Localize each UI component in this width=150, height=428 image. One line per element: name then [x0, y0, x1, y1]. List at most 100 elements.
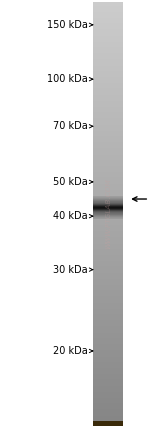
Bar [93, 210, 123, 211]
Bar [93, 321, 123, 323]
Bar [93, 307, 123, 309]
Bar [93, 2, 123, 3]
Bar [93, 42, 123, 43]
Bar [93, 114, 123, 115]
Bar [93, 126, 123, 128]
Bar [93, 391, 123, 392]
Bar [93, 422, 123, 423]
Bar [93, 324, 123, 326]
Bar [93, 98, 123, 100]
Bar [93, 268, 123, 269]
Bar [93, 358, 123, 360]
Bar [93, 45, 123, 46]
Bar [93, 214, 123, 215]
Bar [93, 412, 123, 413]
Bar [93, 232, 123, 234]
Bar [93, 313, 123, 314]
Bar [93, 204, 123, 205]
Bar [93, 46, 123, 48]
Bar [93, 207, 123, 208]
Bar [93, 179, 123, 180]
Bar [93, 231, 123, 232]
Bar [93, 129, 123, 131]
Bar [93, 365, 123, 366]
Bar [93, 138, 123, 139]
Bar [93, 282, 123, 283]
Bar [93, 306, 123, 307]
Bar [93, 348, 123, 350]
Bar [93, 241, 123, 242]
Bar [93, 13, 123, 15]
Bar [93, 110, 123, 111]
Bar [93, 172, 123, 173]
Bar [93, 116, 123, 118]
Bar [93, 253, 123, 255]
Bar [93, 371, 123, 372]
Bar [93, 107, 123, 108]
Bar [93, 175, 123, 176]
Bar [93, 256, 123, 258]
Bar [93, 264, 123, 265]
Bar [93, 249, 123, 251]
Bar [93, 352, 123, 354]
Bar [93, 151, 123, 152]
Bar [93, 73, 123, 74]
Bar [93, 383, 123, 385]
Bar [93, 11, 123, 12]
Bar [93, 392, 123, 393]
Bar [93, 92, 123, 94]
Bar [93, 18, 123, 19]
Bar [93, 60, 123, 62]
Bar [93, 398, 123, 399]
Bar [93, 223, 123, 224]
Bar [93, 320, 123, 321]
Bar [93, 304, 123, 306]
Bar [93, 187, 123, 189]
Bar [93, 145, 123, 146]
Bar [93, 5, 123, 6]
Bar [93, 190, 123, 191]
Bar [93, 235, 123, 237]
Bar [93, 395, 123, 396]
Bar [93, 382, 123, 383]
Bar [93, 169, 123, 170]
Bar [93, 62, 123, 63]
Bar [93, 166, 123, 167]
Bar [93, 39, 123, 40]
Bar [93, 270, 123, 272]
Bar [93, 189, 123, 190]
Bar [93, 183, 123, 184]
Bar [93, 71, 123, 73]
Bar [93, 52, 123, 53]
Bar [93, 87, 123, 88]
Bar [93, 425, 123, 426]
Bar [93, 196, 123, 197]
Bar [93, 105, 123, 107]
Bar [93, 160, 123, 162]
Text: 150 kDa: 150 kDa [47, 20, 88, 30]
Bar [93, 327, 123, 328]
Bar [93, 366, 123, 368]
Bar [93, 201, 123, 203]
Bar [93, 266, 123, 268]
Bar [93, 297, 123, 299]
Text: 40 kDa: 40 kDa [53, 211, 88, 221]
Bar [93, 97, 123, 98]
Text: 30 kDa: 30 kDa [53, 265, 88, 275]
Bar [93, 333, 123, 334]
Bar [93, 121, 123, 122]
Bar [93, 288, 123, 289]
Bar [93, 33, 123, 35]
Bar [93, 67, 123, 68]
Bar [93, 265, 123, 266]
Bar [93, 354, 123, 355]
Bar [93, 81, 123, 83]
Bar [93, 27, 123, 29]
Bar [93, 275, 123, 276]
Bar [93, 378, 123, 379]
Bar [93, 403, 123, 405]
Bar [93, 77, 123, 78]
Bar [93, 337, 123, 338]
Bar [93, 326, 123, 327]
Bar [93, 272, 123, 273]
